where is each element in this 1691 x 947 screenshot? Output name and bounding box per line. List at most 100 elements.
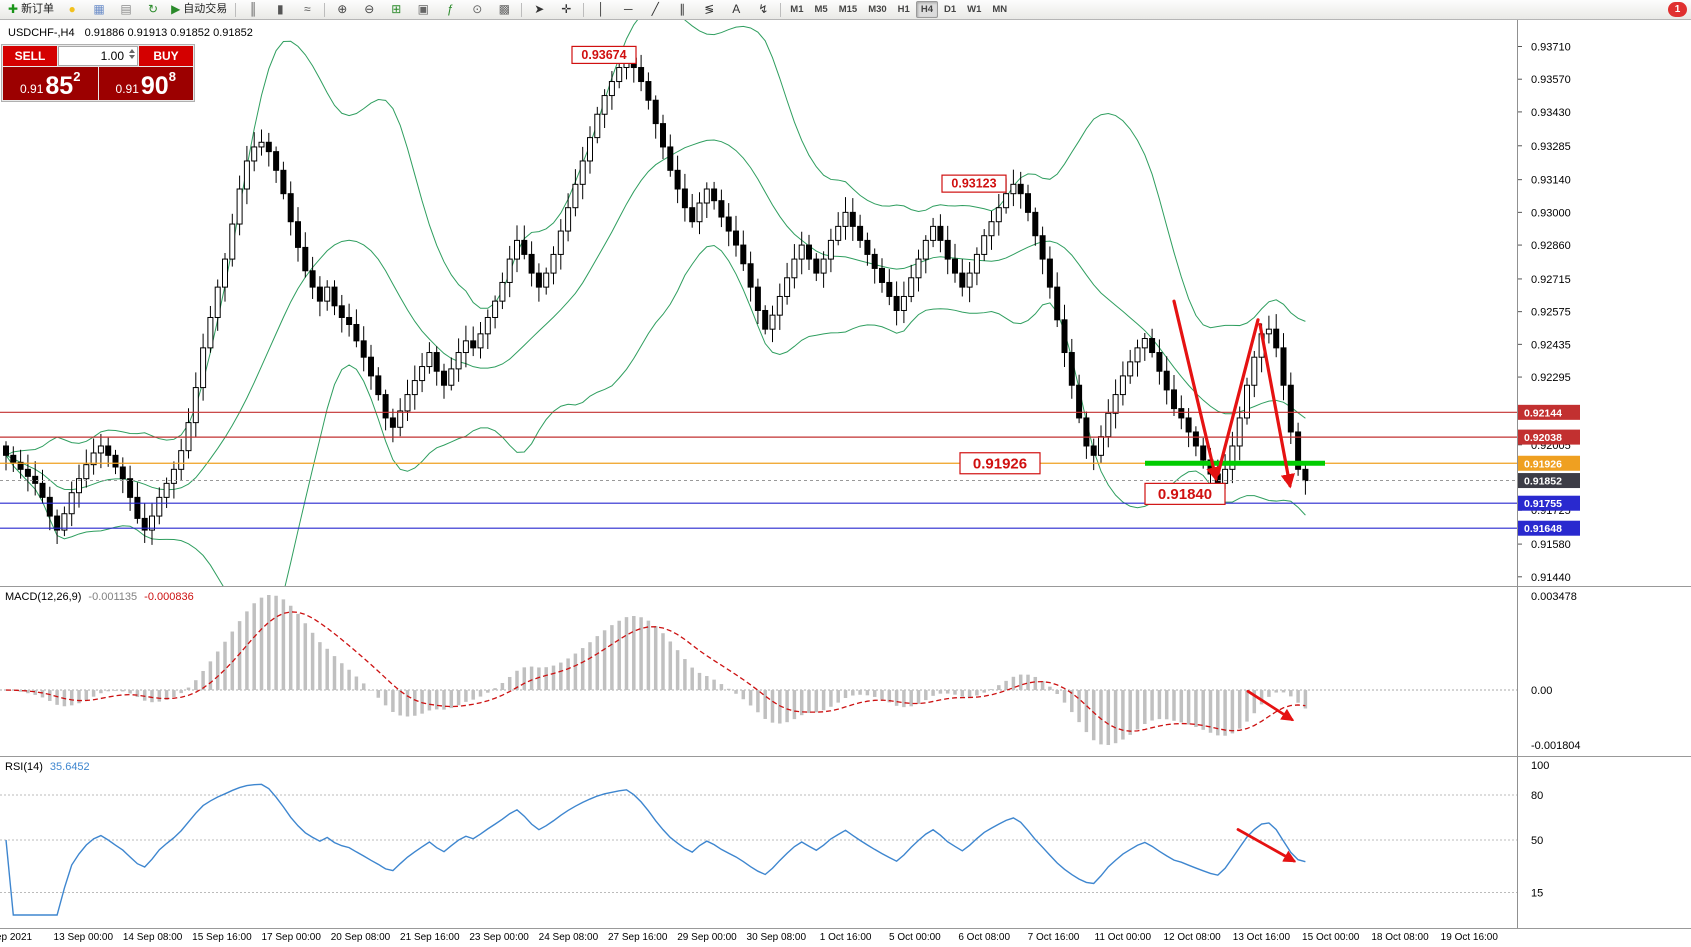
- price-axis[interactable]: 0.93710 0.93570 0.93430 0.93285 0.93140 0.930…: [1517, 42, 1580, 584]
- macd-panel[interactable]: 0.003478 0.00 -0.001804 MACD(12,26,9) -0.0…: [0, 586, 1691, 756]
- candlestick-chart-icon: ▮: [276, 2, 284, 16]
- arrow-tool-icon: ↯: [758, 2, 769, 16]
- time-axis[interactable]: ep 2021 13 Sep 00:00 14 Sep 08:00 15 Sep 16…: [0, 928, 1691, 947]
- lightbulb-icon[interactable]: ●: [59, 0, 85, 19]
- channel-icon: ∥: [679, 2, 686, 16]
- zoom-in-icon[interactable]: ⊕: [329, 0, 355, 19]
- fibonacci-icon[interactable]: ≶: [696, 0, 722, 19]
- price-label-0-93674[interactable]: 0.93674: [571, 45, 637, 65]
- svg-text:0.92295: 0.92295: [1531, 372, 1571, 384]
- data-window-icon[interactable]: ▤: [113, 0, 139, 19]
- lot-increase-icon[interactable]: [129, 49, 135, 53]
- bar-chart-icon: ║: [249, 2, 258, 16]
- indicators-icon: ƒ: [446, 2, 454, 16]
- bar-chart-icon[interactable]: ║: [240, 0, 266, 19]
- lot-size-value: 1.00: [100, 49, 124, 63]
- lot-stepper[interactable]: [129, 49, 135, 59]
- rsi-panel[interactable]: 100 80 50 15 RSI(14) 35.6452: [0, 756, 1691, 928]
- crosshair-icon[interactable]: ✛: [553, 0, 579, 19]
- buy-button[interactable]: BUY: [139, 46, 193, 66]
- time-label: 1 Oct 16:00: [819, 932, 872, 943]
- timeframe-mn-button[interactable]: MN: [992, 4, 1008, 15]
- rsi-value: 35.6452: [49, 761, 90, 773]
- vertical-line-icon[interactable]: │: [588, 0, 614, 19]
- timeframe-w1-button[interactable]: W1: [967, 4, 982, 15]
- macd-main-value: -0.001135: [88, 591, 138, 603]
- zoom-out-icon[interactable]: ⊖: [356, 0, 382, 19]
- time-label: 13 Sep 00:00: [53, 932, 114, 943]
- price-tag-0-91852: 0.91852: [1518, 473, 1580, 489]
- sell-price[interactable]: 0.91 85 2: [3, 67, 98, 100]
- time-label: 27 Sep 16:00: [607, 932, 668, 943]
- price-label-0-91840[interactable]: 0.91840: [1144, 482, 1226, 505]
- timeframe-d1-button[interactable]: D1: [943, 4, 957, 15]
- macd-trend-arrow[interactable]: [1246, 689, 1295, 722]
- trendline-icon[interactable]: ╱: [642, 0, 668, 19]
- auto-trading-button[interactable]: ▶ 自动交易: [167, 0, 231, 19]
- new-order-button[interactable]: ✚ 新订单: [4, 0, 58, 19]
- notification-badge[interactable]: 1: [1668, 2, 1687, 17]
- time-label: 20 Sep 08:00: [330, 932, 391, 943]
- price-label-0-91926[interactable]: 0.91926: [959, 452, 1041, 475]
- cascade-windows-icon: ▣: [417, 2, 429, 16]
- svg-text:0.93123: 0.93123: [951, 177, 996, 191]
- svg-text:0.93140: 0.93140: [1531, 175, 1571, 187]
- timeframe-m5-button[interactable]: M5: [814, 4, 828, 15]
- cursor-icon: ➤: [534, 2, 545, 16]
- main-chart-canvas[interactable]: 0.93674 0.93123 0.91926 0.91840 0.93710 0.935…: [0, 20, 1691, 586]
- svg-text:0.92575: 0.92575: [1531, 307, 1571, 319]
- arrow-tool-icon[interactable]: ↯: [750, 0, 776, 19]
- text-icon[interactable]: A: [723, 0, 749, 19]
- trendline-icon: ╱: [651, 2, 659, 16]
- rsi-axis[interactable]: 100 80 50 15: [1531, 760, 1549, 900]
- svg-text:0.93674: 0.93674: [581, 48, 626, 62]
- svg-text:0.92435: 0.92435: [1531, 339, 1571, 351]
- rsi-trend-arrow[interactable]: [1236, 828, 1297, 863]
- trend-arrow[interactable]: [1172, 299, 1221, 482]
- time-label: 12 Oct 08:00: [1163, 932, 1221, 943]
- svg-text:0.92038: 0.92038: [1524, 432, 1562, 444]
- price-label-0-93123[interactable]: 0.93123: [941, 174, 1007, 193]
- time-label: 11 Oct 00:00: [1094, 932, 1152, 943]
- tile-windows-icon[interactable]: ⊞: [383, 0, 409, 19]
- toolbar-separator: [324, 2, 326, 17]
- one-click-trading-panel: SELL 1.00 BUY 0.91 85 2 0.91 90 8: [1, 44, 195, 102]
- lot-decrease-icon[interactable]: [129, 55, 135, 59]
- periods-icon[interactable]: ⊙: [464, 0, 490, 19]
- macd-axis[interactable]: 0.003478 0.00 -0.001804: [1531, 591, 1581, 752]
- timeframe-m15-button[interactable]: M15: [838, 4, 858, 15]
- channel-icon[interactable]: ∥: [669, 0, 695, 19]
- refresh-icon[interactable]: ↻: [140, 0, 166, 19]
- svg-text:0.91926: 0.91926: [973, 455, 1027, 472]
- toolbar-separator: [521, 2, 523, 17]
- trend-arrow[interactable]: [1216, 318, 1260, 476]
- trend-arrow[interactable]: [1258, 322, 1295, 489]
- timeframe-h4-button[interactable]: H4: [915, 1, 938, 18]
- candlestick-chart-icon[interactable]: ▮: [267, 0, 293, 19]
- indicators-icon[interactable]: ƒ: [437, 0, 463, 19]
- main-chart-panel[interactable]: 0.93674 0.93123 0.91926 0.91840 0.93710 0.935…: [0, 20, 1691, 586]
- data-window-icon: ▤: [120, 2, 132, 16]
- svg-text:0.92860: 0.92860: [1531, 240, 1571, 252]
- trend-arrows[interactable]: [1172, 299, 1295, 489]
- cascade-windows-icon[interactable]: ▣: [410, 0, 436, 19]
- horizontal-line-icon[interactable]: ─: [615, 0, 641, 19]
- time-label: 15 Sep 16:00: [192, 932, 252, 943]
- chart-header: USDCHF-,H4 0.91886 0.91913 0.91852 0.918…: [8, 27, 253, 39]
- timeframe-h1-button[interactable]: H1: [897, 4, 910, 15]
- cursor-icon[interactable]: ➤: [526, 0, 552, 19]
- line-chart-icon[interactable]: ≈: [294, 0, 320, 19]
- horizontal-line-icon: ─: [624, 2, 633, 16]
- macd-signal-value: -0.000836: [144, 591, 194, 603]
- timeframe-m1-button[interactable]: M1: [790, 4, 804, 15]
- templates-icon[interactable]: ▩: [491, 0, 517, 19]
- svg-text:0.92144: 0.92144: [1524, 407, 1562, 419]
- market-watch-icon[interactable]: ▦: [86, 0, 112, 19]
- buy-price[interactable]: 0.91 90 8: [98, 67, 193, 100]
- time-label: 13 Oct 16:00: [1232, 932, 1291, 943]
- price-tag-0-91755: 0.91755: [1518, 495, 1580, 511]
- lot-size-input[interactable]: 1.00: [58, 46, 138, 66]
- sell-button[interactable]: SELL: [3, 46, 57, 66]
- timeframe-m30-button[interactable]: M30: [868, 4, 887, 15]
- macd-signal-line: [5, 611, 1306, 732]
